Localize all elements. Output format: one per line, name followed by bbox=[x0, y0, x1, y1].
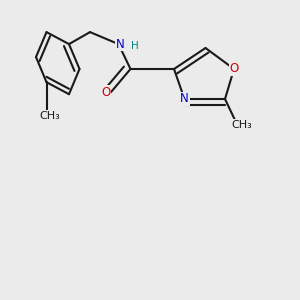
Text: N: N bbox=[180, 92, 189, 106]
Text: CH₃: CH₃ bbox=[231, 119, 252, 130]
Text: CH₃: CH₃ bbox=[39, 111, 60, 121]
Text: H: H bbox=[131, 40, 139, 51]
Text: O: O bbox=[101, 85, 110, 99]
Text: N: N bbox=[116, 38, 124, 51]
Text: O: O bbox=[230, 62, 238, 76]
